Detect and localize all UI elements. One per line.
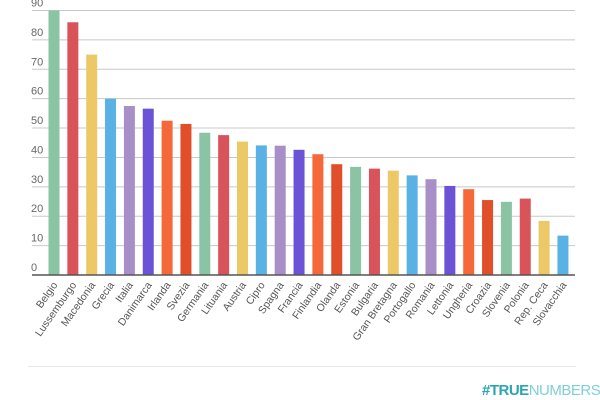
bar [500,201,512,275]
bar [425,179,437,275]
brand-bold: #TRUE [482,382,529,399]
bar [199,132,211,275]
bar [368,168,380,275]
bar [350,166,362,275]
y-tick-label: 30 [31,174,43,186]
bar [237,141,248,275]
y-tick-label: 90 [31,0,43,10]
bar [538,220,550,275]
brand-logo: #TRUENUMBERS [482,382,600,399]
footer-divider [28,366,576,367]
bar [180,123,192,276]
bar [255,145,267,275]
y-tick-label: 80 [31,27,43,39]
bar [406,175,418,275]
bar [142,108,154,275]
bar [444,185,456,275]
y-tick-label: 50 [31,115,43,127]
bar [293,149,305,275]
y-tick-label: 0 [31,262,37,274]
bar [161,120,173,275]
bar [123,106,135,275]
bar [482,200,494,275]
brand-light: NUMBERS [528,382,600,399]
bar [67,22,79,276]
bar [86,54,98,276]
bar [331,164,343,275]
bar [274,145,286,275]
bar [463,189,475,275]
y-tick-label: 20 [31,203,43,215]
bar-chart: 0102030405060708090BelgioLussemburgoMace… [31,0,575,343]
bar [218,135,230,275]
bar [312,154,324,275]
y-tick-label: 60 [31,86,43,98]
bar [105,98,117,276]
bar [519,198,531,275]
y-tick-label: 10 [31,233,43,245]
bar [387,170,399,275]
bar [48,10,60,275]
y-tick-label: 70 [31,56,43,68]
bar [557,235,569,275]
y-tick-label: 40 [31,144,43,156]
